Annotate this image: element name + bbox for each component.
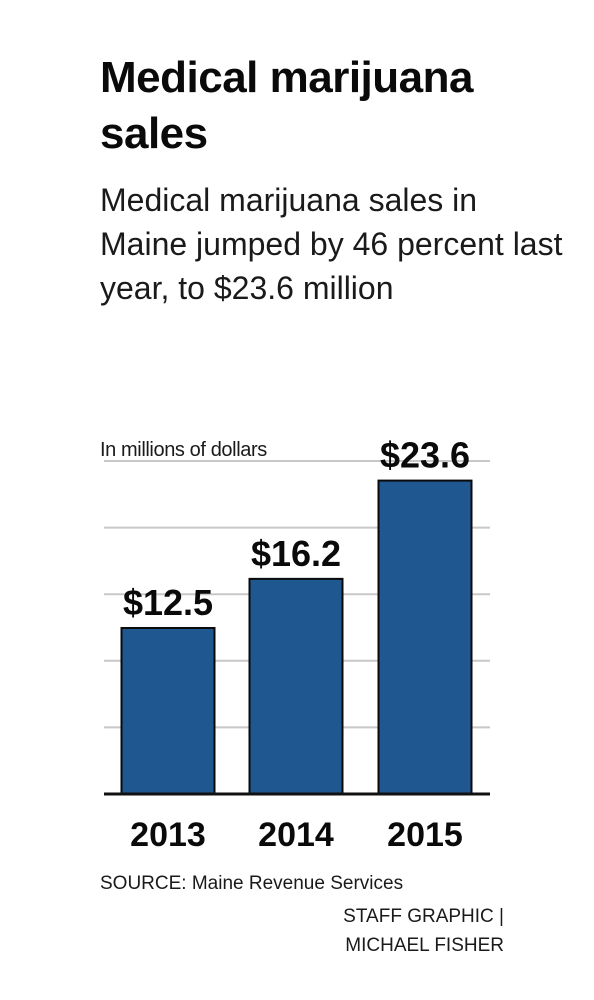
bars [120, 479, 473, 796]
x-tick-label-2015: 2015 [387, 816, 463, 854]
value-label-2015: $23.6 [380, 435, 470, 476]
chart-subtitle: Medical marijuana sales in Maine jumped … [100, 182, 563, 306]
credit-line-1: STAFF GRAPHIC | [343, 906, 504, 927]
bar-2013 [120, 627, 216, 795]
x-tick-label-2014: 2014 [258, 816, 334, 854]
bar-2014 [248, 577, 344, 796]
value-label-2013: $12.5 [123, 582, 213, 623]
y-axis-unit-label: In millions of dollars [100, 439, 267, 461]
x-axis-tick-labels: 2013 2014 2015 [130, 816, 463, 854]
value-labels: $12.5 $16.2 $23.6 [123, 435, 470, 623]
graphic-credit: STAFF GRAPHIC | MICHAEL FISHER [204, 902, 504, 960]
x-tick-label-2013: 2013 [130, 816, 206, 854]
value-label-2014: $16.2 [251, 533, 341, 574]
source-note: SOURCE: Maine Revenue Services [100, 873, 404, 894]
chart-title: Medical marijuana sales [100, 53, 473, 158]
credit-line-2: MICHAEL FISHER [345, 935, 504, 956]
bar-2015 [377, 479, 473, 795]
